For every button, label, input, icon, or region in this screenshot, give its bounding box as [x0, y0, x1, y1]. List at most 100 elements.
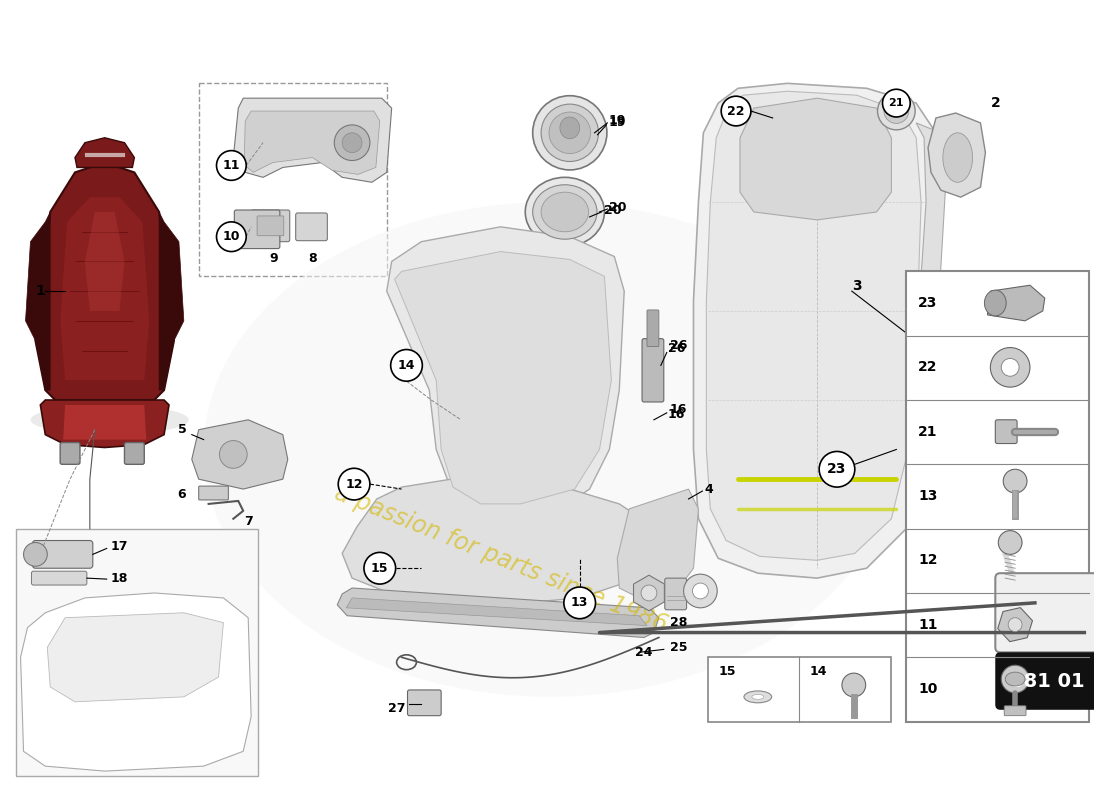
Circle shape: [390, 350, 422, 381]
Ellipse shape: [204, 202, 896, 697]
Text: 13: 13: [918, 489, 937, 503]
Text: 21: 21: [889, 98, 904, 108]
Circle shape: [1003, 470, 1027, 493]
Text: 22: 22: [918, 360, 937, 374]
Polygon shape: [63, 405, 146, 439]
Text: 15: 15: [371, 562, 388, 574]
FancyBboxPatch shape: [996, 573, 1099, 652]
Circle shape: [1001, 358, 1019, 376]
Ellipse shape: [532, 96, 607, 170]
Text: 19: 19: [608, 114, 626, 127]
FancyBboxPatch shape: [997, 654, 1098, 709]
Text: 11: 11: [222, 159, 240, 172]
Polygon shape: [387, 227, 624, 514]
Ellipse shape: [541, 104, 598, 162]
Text: 8: 8: [308, 252, 317, 265]
Text: 23: 23: [918, 296, 937, 310]
Circle shape: [693, 583, 708, 599]
Text: 12: 12: [918, 554, 937, 567]
FancyBboxPatch shape: [234, 210, 279, 249]
Text: 7: 7: [244, 515, 253, 528]
FancyBboxPatch shape: [1004, 706, 1026, 716]
Text: 27: 27: [388, 702, 406, 715]
FancyBboxPatch shape: [257, 216, 284, 236]
Ellipse shape: [752, 694, 763, 699]
Circle shape: [999, 530, 1022, 554]
Text: 2: 2: [990, 96, 1000, 110]
Polygon shape: [85, 212, 124, 311]
Circle shape: [1001, 666, 1028, 693]
FancyBboxPatch shape: [199, 83, 387, 276]
Text: 14: 14: [810, 665, 827, 678]
FancyBboxPatch shape: [296, 213, 328, 241]
Circle shape: [364, 552, 396, 584]
Polygon shape: [244, 111, 380, 174]
Text: 10: 10: [918, 682, 937, 696]
Polygon shape: [60, 197, 150, 380]
Ellipse shape: [31, 405, 189, 434]
Polygon shape: [35, 162, 174, 400]
Text: 9: 9: [270, 252, 278, 265]
Text: 13: 13: [571, 596, 588, 610]
Text: 18: 18: [111, 572, 129, 585]
Circle shape: [641, 585, 657, 601]
Text: 23: 23: [827, 462, 847, 476]
Circle shape: [990, 347, 1030, 387]
Ellipse shape: [549, 112, 591, 154]
FancyBboxPatch shape: [32, 541, 92, 568]
FancyBboxPatch shape: [664, 578, 686, 610]
Text: 25: 25: [670, 641, 688, 654]
Text: a passion for parts since 1986: a passion for parts since 1986: [331, 480, 671, 636]
Text: 1: 1: [35, 284, 45, 298]
Text: 16: 16: [670, 403, 688, 416]
FancyBboxPatch shape: [15, 529, 258, 776]
Text: 26: 26: [670, 339, 688, 352]
Circle shape: [564, 587, 595, 618]
FancyBboxPatch shape: [708, 658, 891, 722]
Ellipse shape: [560, 117, 580, 138]
Polygon shape: [617, 489, 698, 598]
Circle shape: [820, 451, 855, 487]
Polygon shape: [928, 113, 986, 197]
Text: 11: 11: [918, 618, 937, 632]
Polygon shape: [191, 420, 288, 489]
Ellipse shape: [943, 133, 972, 182]
Text: 20: 20: [608, 201, 626, 214]
Text: 17: 17: [111, 540, 129, 553]
Text: 21: 21: [918, 425, 937, 438]
FancyBboxPatch shape: [60, 442, 80, 464]
FancyBboxPatch shape: [199, 486, 229, 500]
Text: 12: 12: [345, 478, 363, 490]
Circle shape: [217, 222, 246, 251]
Polygon shape: [346, 598, 647, 626]
Circle shape: [882, 90, 910, 117]
Polygon shape: [233, 98, 392, 182]
Text: 14: 14: [398, 359, 416, 372]
Circle shape: [683, 574, 717, 608]
Text: 15: 15: [718, 665, 736, 678]
Ellipse shape: [984, 290, 1006, 316]
FancyBboxPatch shape: [647, 310, 659, 346]
Circle shape: [23, 542, 47, 566]
Polygon shape: [706, 91, 921, 560]
Ellipse shape: [878, 92, 915, 130]
Polygon shape: [21, 593, 251, 771]
FancyBboxPatch shape: [251, 210, 289, 242]
Polygon shape: [25, 212, 51, 390]
Circle shape: [342, 133, 362, 153]
FancyBboxPatch shape: [124, 442, 144, 464]
Polygon shape: [906, 123, 946, 529]
Text: 22: 22: [727, 105, 745, 118]
Text: 6: 6: [177, 487, 186, 501]
Text: 28: 28: [670, 616, 688, 629]
Ellipse shape: [532, 185, 597, 239]
Text: 20: 20: [604, 203, 622, 217]
Text: 4: 4: [704, 482, 713, 495]
Text: 881 01: 881 01: [1011, 671, 1085, 690]
Circle shape: [338, 468, 370, 500]
Text: 10: 10: [222, 230, 240, 243]
FancyBboxPatch shape: [407, 690, 441, 716]
Text: 19: 19: [608, 117, 626, 130]
Text: 3: 3: [852, 279, 861, 293]
FancyBboxPatch shape: [906, 271, 1089, 722]
